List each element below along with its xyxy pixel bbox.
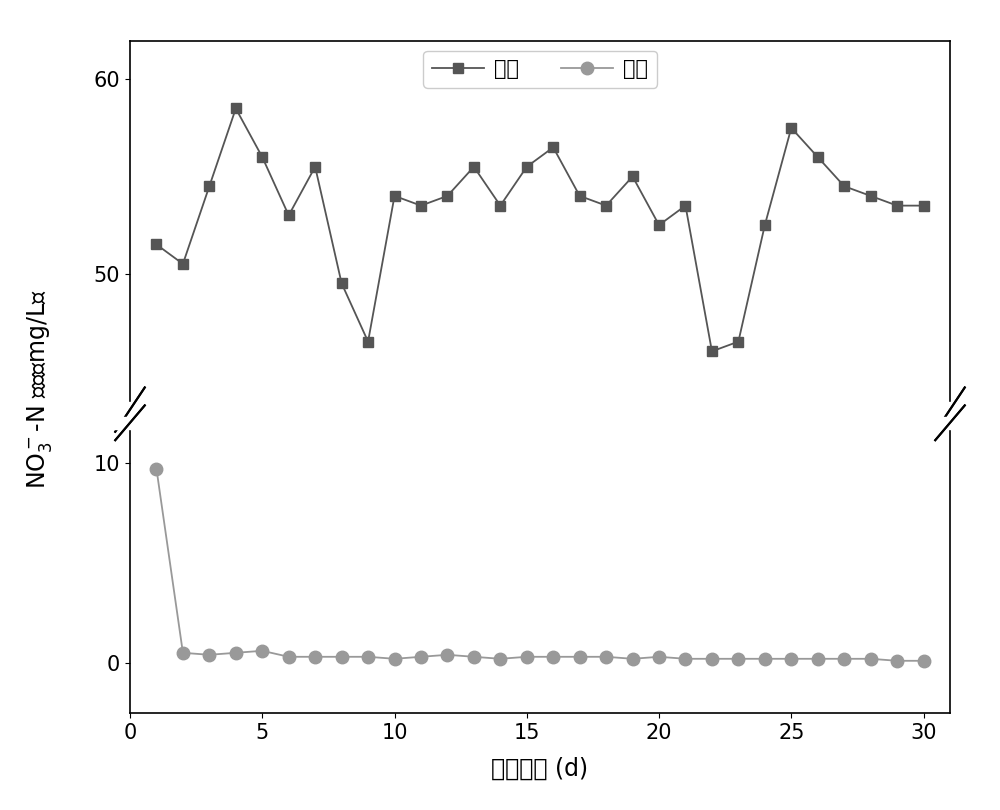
Bar <box>114 403 966 417</box>
Legend: 进水, 出水: 进水, 出水 <box>423 51 657 87</box>
X-axis label: 取样时间 (d): 取样时间 (d) <box>491 757 589 780</box>
Text: NO$_3^-$-N 浓度（mg/L）: NO$_3^-$-N 浓度（mg/L） <box>25 288 55 489</box>
Bar <box>114 417 966 428</box>
